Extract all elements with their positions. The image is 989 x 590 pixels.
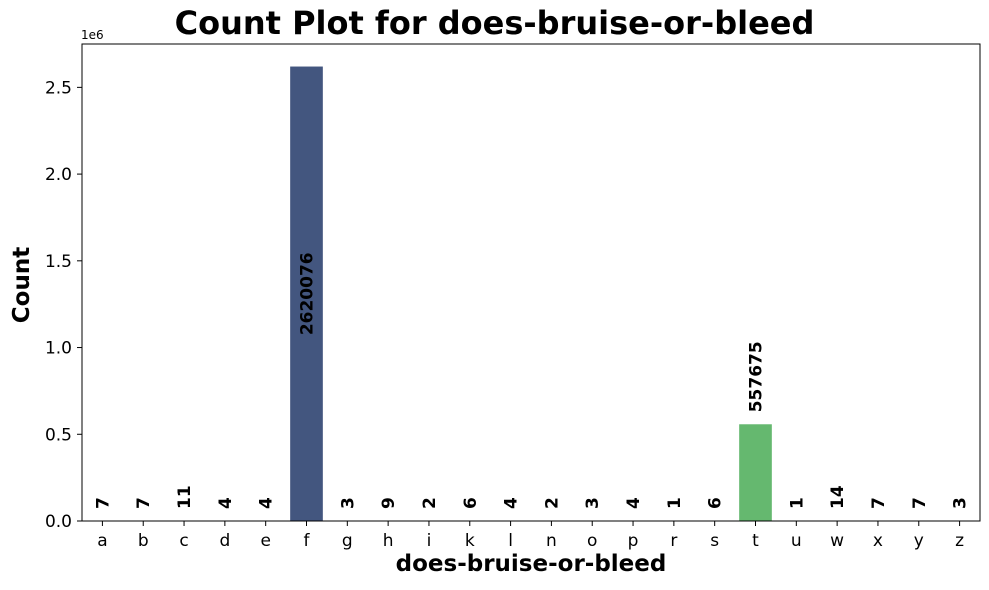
x-tick-label-u: u bbox=[791, 531, 802, 551]
x-tick-label-o: o bbox=[587, 531, 597, 551]
x-tick-label-e: e bbox=[260, 531, 270, 551]
data-label-a: 7 bbox=[93, 497, 113, 509]
x-tick-label-w: w bbox=[830, 531, 844, 551]
data-label-c: 11 bbox=[175, 485, 195, 509]
x-tick-label-d: d bbox=[219, 531, 230, 551]
chart-title: Count Plot for does-bruise-or-bleed bbox=[174, 4, 815, 42]
bar-f bbox=[290, 66, 323, 521]
data-label-l: 4 bbox=[502, 497, 522, 509]
x-axis-label: does-bruise-or-bleed bbox=[395, 551, 667, 577]
x-tick-label-z: z bbox=[955, 531, 964, 551]
data-label-w: 14 bbox=[828, 485, 848, 509]
data-label-k: 6 bbox=[461, 497, 481, 509]
y-tick-label: 2.5 bbox=[45, 78, 72, 98]
y-tick-label: 0.5 bbox=[45, 425, 72, 445]
plot-frame bbox=[81, 43, 981, 522]
data-label-d: 4 bbox=[216, 497, 236, 509]
x-tick-label-s: s bbox=[710, 531, 719, 551]
x-tick-label-a: a bbox=[97, 531, 107, 551]
x-tick-label-g: g bbox=[342, 531, 353, 551]
x-tick-label-h: h bbox=[383, 531, 394, 551]
data-label-r: 1 bbox=[665, 497, 685, 509]
data-label-u: 1 bbox=[787, 497, 807, 509]
data-label-g: 3 bbox=[338, 497, 358, 509]
data-label-o: 3 bbox=[583, 497, 603, 509]
x-tick-label-t: t bbox=[752, 531, 759, 551]
x-tick-label-b: b bbox=[138, 531, 149, 551]
bar-t bbox=[739, 424, 772, 521]
y-tick-label: 2.0 bbox=[45, 165, 72, 185]
y-tick-label: 1.0 bbox=[45, 339, 72, 359]
data-label-i: 2 bbox=[420, 497, 440, 509]
y-tick-label: 1.5 bbox=[45, 252, 72, 272]
x-tick-label-r: r bbox=[670, 531, 677, 551]
x-tick-label-x: x bbox=[873, 531, 883, 551]
data-label-z: 3 bbox=[951, 497, 971, 509]
y-tick-label: 0.0 bbox=[45, 512, 72, 532]
x-tick-label-p: p bbox=[628, 531, 639, 551]
data-label-n: 2 bbox=[542, 497, 562, 509]
x-tick-label-f: f bbox=[304, 531, 311, 551]
x-tick-label-n: n bbox=[546, 531, 557, 551]
data-label-e: 4 bbox=[257, 497, 277, 509]
data-label-p: 4 bbox=[624, 497, 644, 509]
data-label-h: 9 bbox=[379, 497, 399, 509]
y-axis-offset-text: 1e6 bbox=[81, 28, 104, 42]
data-label-f: 2620076 bbox=[298, 252, 318, 335]
data-label-s: 6 bbox=[706, 497, 726, 509]
data-label-y: 7 bbox=[910, 497, 930, 509]
x-tick-label-k: k bbox=[465, 531, 475, 551]
data-label-x: 7 bbox=[869, 497, 889, 509]
x-tick-label-c: c bbox=[179, 531, 188, 551]
data-label-t: 557675 bbox=[747, 341, 767, 412]
data-label-b: 7 bbox=[134, 497, 154, 509]
x-tick-label-y: y bbox=[914, 531, 924, 551]
x-tick-label-i: i bbox=[427, 531, 432, 551]
x-tick-label-l: l bbox=[508, 531, 513, 551]
